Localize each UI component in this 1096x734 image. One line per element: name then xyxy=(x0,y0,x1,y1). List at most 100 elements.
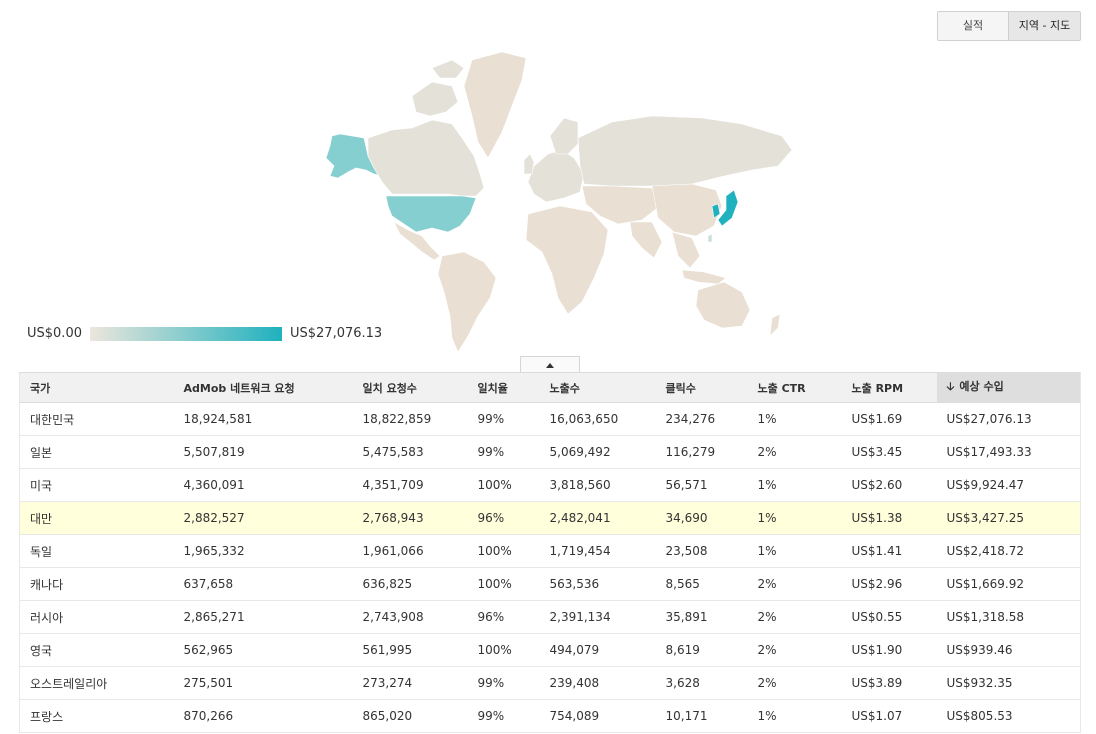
cell-matched-requests: 2,743,908 xyxy=(352,600,468,634)
cell-matched-requests: 273,274 xyxy=(352,666,468,700)
cell-country[interactable]: 미국 xyxy=(19,468,174,502)
cell-clicks: 234,276 xyxy=(655,402,748,436)
col-header-impression-ctr[interactable]: 노출 CTR xyxy=(747,372,842,403)
cell-clicks: 10,171 xyxy=(655,699,748,733)
cell-country[interactable]: 러시아 xyxy=(19,600,174,634)
col-header-match-rate[interactable]: 일치율 xyxy=(467,372,540,403)
map-region-mexico[interactable] xyxy=(393,221,441,261)
country-report-table: 국가 AdMob 네트워크 요청 일치 요청수 일치율 노출수 클릭수 노출 C… xyxy=(19,372,1081,733)
cell-country[interactable]: 일본 xyxy=(19,435,174,469)
col-header-impressions[interactable]: 노출수 xyxy=(539,372,656,403)
map-region-australia[interactable] xyxy=(695,281,751,329)
cell-match-rate: 96% xyxy=(467,501,540,535)
map-region-africa[interactable] xyxy=(525,205,609,315)
map-region-russia[interactable] xyxy=(577,115,793,187)
cell-country[interactable]: 프랑스 xyxy=(19,699,174,733)
col-header-estimated-earnings[interactable]: 🡣 예상 수입 xyxy=(936,372,1081,403)
cell-impression-ctr: 2% xyxy=(747,666,842,700)
cell-impression-ctr: 1% xyxy=(747,699,842,733)
cell-matched-requests: 561,995 xyxy=(352,633,468,667)
map-region-korea[interactable] xyxy=(711,203,721,219)
cell-impressions: 1,719,454 xyxy=(539,534,656,568)
cell-impression-ctr: 1% xyxy=(747,468,842,502)
table-row[interactable]: 캐나다 637,658 636,825 100% 563,536 8,565 2% US$2.… xyxy=(19,567,1081,601)
map-region-usa[interactable] xyxy=(385,195,477,233)
table-row[interactable]: 독일 1,965,332 1,961,066 100% 1,719,454 23,508 1… xyxy=(19,534,1081,568)
cell-impression-rpm: US$0.55 xyxy=(841,600,937,634)
col-header-clicks[interactable]: 클릭수 xyxy=(655,372,748,403)
cell-impression-rpm: US$1.90 xyxy=(841,633,937,667)
map-region-taiwan[interactable] xyxy=(707,233,713,243)
cell-matched-requests: 2,768,943 xyxy=(352,501,468,535)
cell-impression-rpm: US$1.38 xyxy=(841,501,937,535)
cell-admob-requests: 275,501 xyxy=(173,666,353,700)
cell-clicks: 35,891 xyxy=(655,600,748,634)
cell-country[interactable]: 대한민국 xyxy=(19,402,174,436)
cell-admob-requests: 4,360,091 xyxy=(173,468,353,502)
caret-up-icon xyxy=(546,362,554,368)
cell-admob-requests: 18,924,581 xyxy=(173,402,353,436)
cell-country[interactable]: 캐나다 xyxy=(19,567,174,601)
cell-country[interactable]: 오스트레일리아 xyxy=(19,666,174,700)
map-region-new-zealand[interactable] xyxy=(769,313,781,337)
map-region-canada[interactable] xyxy=(367,119,485,197)
cell-impressions: 494,079 xyxy=(539,633,656,667)
cell-impressions: 5,069,492 xyxy=(539,435,656,469)
cell-match-rate: 100% xyxy=(467,534,540,568)
table-row[interactable]: 대한민국 18,924,581 18,822,859 99% 16,063,650 234… xyxy=(19,402,1081,436)
col-header-matched-requests[interactable]: 일치 요청수 xyxy=(352,372,468,403)
map-region-south-america[interactable] xyxy=(437,251,497,353)
table-row[interactable]: 영국 562,965 561,995 100% 494,079 8,619 2% US$1.9… xyxy=(19,633,1081,667)
table-row[interactable]: 러시아 2,865,271 2,743,908 96% 2,391,134 35,891 2… xyxy=(19,600,1081,634)
cell-admob-requests: 2,865,271 xyxy=(173,600,353,634)
cell-estimated-earnings: US$939.46 xyxy=(936,633,1081,667)
map-region-middle-east[interactable] xyxy=(581,185,661,225)
map-region-alaska[interactable] xyxy=(325,133,383,179)
map-region-indonesia[interactable] xyxy=(681,269,727,285)
legend-min-label: US$0.00 xyxy=(27,326,82,341)
cell-impression-ctr: 1% xyxy=(747,402,842,436)
cell-clicks: 56,571 xyxy=(655,468,748,502)
cell-matched-requests: 1,961,066 xyxy=(352,534,468,568)
col-header-admob-requests[interactable]: AdMob 네트워크 요청 xyxy=(173,372,353,403)
cell-match-rate: 100% xyxy=(467,567,540,601)
col-header-impression-rpm[interactable]: 노출 RPM xyxy=(841,372,937,403)
geo-map-view-button[interactable]: 지역 - 지도 xyxy=(1008,12,1080,40)
table-row[interactable]: 오스트레일리아 275,501 273,274 99% 239,408 3,628 2% US… xyxy=(19,666,1081,700)
map-region-europe[interactable] xyxy=(527,149,585,203)
map-region-uk[interactable] xyxy=(523,153,535,175)
col-header-estimated-earnings-label: 예상 수입 xyxy=(959,380,1004,393)
cell-country[interactable]: 영국 xyxy=(19,633,174,667)
cell-admob-requests: 870,266 xyxy=(173,699,353,733)
cell-impression-ctr: 2% xyxy=(747,633,842,667)
table-row[interactable]: 미국 4,360,091 4,351,709 100% 3,818,560 56,571 1… xyxy=(19,468,1081,502)
world-map-svg xyxy=(325,51,793,353)
collapse-map-button[interactable] xyxy=(520,356,580,373)
cell-clicks: 23,508 xyxy=(655,534,748,568)
cell-clicks: 116,279 xyxy=(655,435,748,469)
map-region-scandinavia[interactable] xyxy=(549,117,579,155)
cell-estimated-earnings: US$1,669.92 xyxy=(936,567,1081,601)
cell-impression-rpm: US$3.89 xyxy=(841,666,937,700)
color-legend: US$0.00 US$27,076.13 xyxy=(27,326,382,341)
map-region-japan[interactable] xyxy=(717,189,739,227)
cell-country[interactable]: 대만 xyxy=(19,501,174,535)
cell-impressions: 2,482,041 xyxy=(539,501,656,535)
map-region-south-asia[interactable] xyxy=(629,221,701,269)
map-region-arctic-islands[interactable] xyxy=(411,59,465,117)
map-region-china[interactable] xyxy=(651,183,723,237)
map-region-greenland[interactable] xyxy=(463,51,527,159)
cell-country[interactable]: 독일 xyxy=(19,534,174,568)
cell-impression-rpm: US$2.60 xyxy=(841,468,937,502)
performance-view-button[interactable]: 실적 xyxy=(938,12,1008,40)
cell-impression-ctr: 1% xyxy=(747,534,842,568)
table-row[interactable]: 일본 5,507,819 5,475,583 99% 5,069,492 116,279 2… xyxy=(19,435,1081,469)
cell-impression-ctr: 2% xyxy=(747,600,842,634)
col-header-country[interactable]: 국가 xyxy=(19,372,174,403)
table-row[interactable]: 대만 2,882,527 2,768,943 96% 2,482,041 34,690 1%… xyxy=(19,501,1081,535)
table-row[interactable]: 프랑스 870,266 865,020 99% 754,089 10,171 1% US$1.… xyxy=(19,699,1081,733)
cell-clicks: 8,565 xyxy=(655,567,748,601)
cell-clicks: 8,619 xyxy=(655,633,748,667)
cell-admob-requests: 562,965 xyxy=(173,633,353,667)
view-toggle: 실적 지역 - 지도 xyxy=(937,11,1081,41)
